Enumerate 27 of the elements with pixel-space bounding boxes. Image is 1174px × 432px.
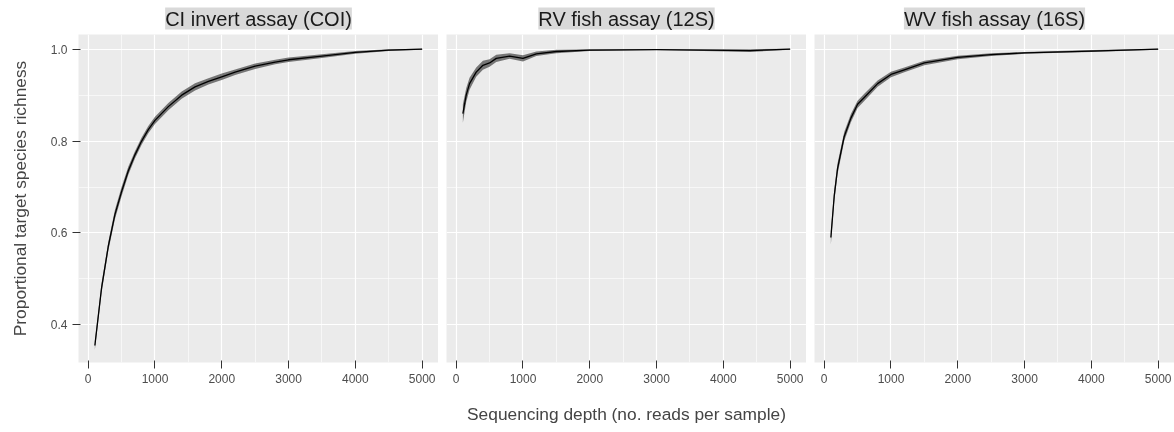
chart-title: WV fish assay (16S): [903, 7, 1086, 30]
x-tick-label: 1000: [141, 371, 169, 386]
x-tick-label: 3000: [643, 371, 671, 386]
x-tick-label: 3000: [1011, 371, 1039, 386]
x-tick-label: 1000: [509, 371, 537, 386]
y-tick-label: 1.0: [50, 42, 68, 57]
x-tick-label: 2000: [576, 371, 604, 386]
x-tick-label: 0: [452, 371, 460, 386]
x-tick-label: 4000: [1078, 371, 1106, 386]
x-tick-label: 0: [84, 371, 92, 386]
x-tick-label: 5000: [1144, 371, 1172, 386]
x-tick-label: 5000: [776, 371, 804, 386]
x-tick-label: 2000: [944, 371, 972, 386]
y-axis-title: Proportional target species richness: [9, 60, 30, 337]
x-tick-label: 4000: [710, 371, 738, 386]
y-tick-label: 0.8: [50, 134, 68, 149]
x-tick-label: 3000: [275, 371, 303, 386]
y-tick-label: 0.6: [50, 226, 68, 241]
x-tick-label: 5000: [408, 371, 436, 386]
x-tick-label: 1000: [877, 371, 905, 386]
x-tick-label: 2000: [208, 371, 236, 386]
chart-title: CI invert assay (COI): [165, 7, 352, 30]
chart-title: RV fish assay (12S): [538, 7, 715, 30]
x-axis-title: Sequencing depth (no. reads per sample): [467, 403, 786, 424]
x-tick-label: 0: [820, 371, 828, 386]
x-tick-label: 4000: [342, 371, 370, 386]
y-tick-label: 0.4: [50, 318, 68, 333]
